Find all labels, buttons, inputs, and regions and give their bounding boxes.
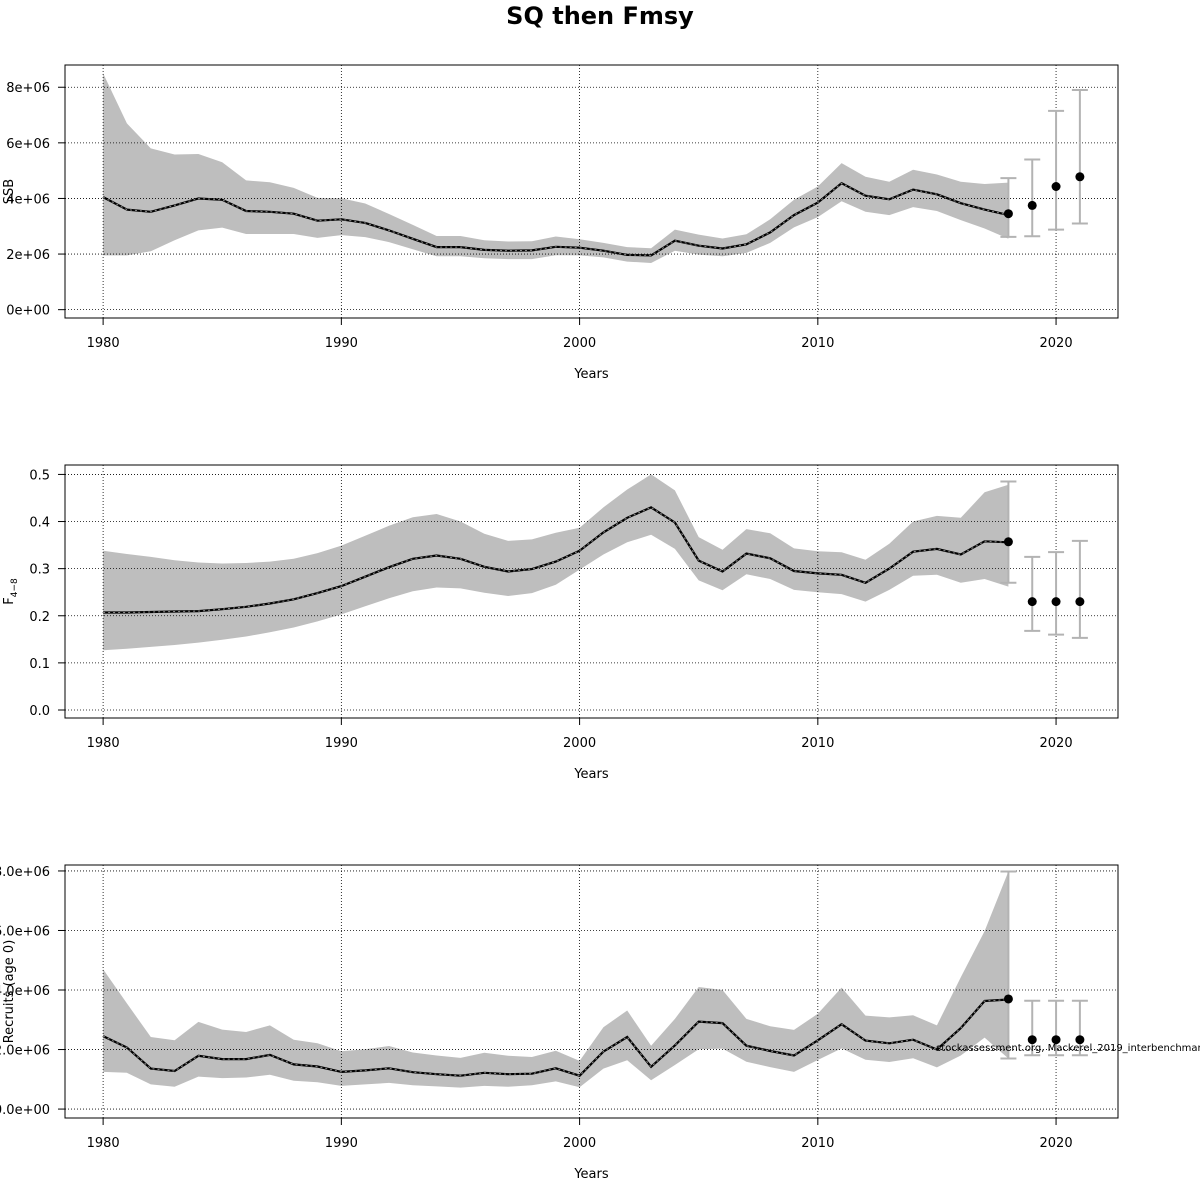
ssb-forecast-point — [1051, 181, 1061, 191]
ssb-y-tick-label: 0e+00 — [6, 304, 50, 319]
fbar-y-tick-label: 0.5 — [29, 468, 50, 483]
fbar-y-axis-label: F4−8 — [2, 578, 20, 605]
recruits-plot-frame — [64, 864, 1119, 1119]
figure-title: SQ then Fmsy — [506, 2, 694, 30]
ssb-x-axis-label: Years — [573, 367, 609, 382]
recruits-x-tick-label: 1980 — [87, 1136, 120, 1151]
recruits-x-tick-label: 2010 — [801, 1136, 834, 1151]
ssb-x-tick-label: 2020 — [1040, 336, 1073, 351]
recruits-estimate-dashes — [102, 999, 1009, 1077]
fbar-y-tick-label: 0.0 — [29, 704, 50, 719]
ssb-plot-frame — [64, 64, 1119, 319]
fbar-x-tick-label: 1980 — [87, 736, 120, 751]
ssb-y-tick-label: 6e+06 — [6, 137, 50, 152]
recruits-x-tick-label: 1990 — [325, 1136, 358, 1151]
recruits-x-tick-label: 2020 — [1040, 1136, 1073, 1151]
fbar-x-axis-label: Years — [573, 767, 609, 782]
fbar-forecast-point — [1051, 597, 1061, 607]
ssb-confidence-band — [103, 73, 1009, 263]
recruits-y-tick-label: 4.0e+06 — [0, 984, 50, 999]
recruits-y-axis-label: Recruits (age 0) — [2, 940, 17, 1044]
ssb-y-tick-label: 4e+06 — [6, 192, 50, 207]
ssb-x-tick-label: 1980 — [87, 336, 120, 351]
fbar-estimate-dashes — [103, 506, 1009, 613]
recruits-x-axis-label: Years — [573, 1167, 609, 1182]
recruits-y-tick-label: 2.0e+06 — [0, 1044, 50, 1059]
fbar-forecast-point — [1075, 597, 1085, 607]
ssb-forecast-point — [1003, 209, 1013, 219]
recruits-forecast-point — [1003, 994, 1013, 1004]
ssb-y-tick-label: 8e+06 — [6, 81, 50, 96]
fbar-x-tick-label: 1990 — [325, 736, 358, 751]
recruits-panel: 1980 1990 2000 2010 2020 0.0e+00 2.0e+06 4.0e+0… — [0, 864, 1119, 1182]
ssb-x-tick-label: 2010 — [801, 336, 834, 351]
fbar-forecast-point — [1027, 597, 1037, 607]
recruits-y-tick-label: 0.0e+00 — [0, 1103, 50, 1118]
recruits-y-tick-label: 6.0e+06 — [0, 924, 50, 939]
fbar-y-axis-label-subscript: 4−8 — [10, 578, 20, 597]
ssb-panel: 1980 1990 2000 2010 2020 0e+00 2e+06 4e+06 6e+06… — [2, 64, 1119, 382]
ssb-forecast-point — [1075, 172, 1085, 182]
recruits-forecast-point — [1075, 1035, 1085, 1045]
ssb-estimate-dashes — [102, 182, 1009, 256]
fbar-x-tick-label: 2020 — [1040, 736, 1073, 751]
recruits-x-tick-label: 2000 — [563, 1136, 596, 1151]
recruits-forecast-point — [1027, 1035, 1037, 1045]
fbar-panel: 1980 1990 2000 2010 2020 0.0 0.1 0.2 0.3 0.4 0.5 Ye… — [2, 464, 1119, 782]
recruits-y-tick-label: 8.0e+06 — [0, 865, 50, 880]
recruits-confidence-band — [103, 871, 1009, 1088]
fbar-plot-frame — [64, 464, 1119, 719]
fbar-x-tick-label: 2010 — [801, 736, 834, 751]
ssb-forecast-point — [1027, 200, 1037, 210]
ssb-y-axis-label: SSB — [2, 179, 17, 204]
fbar-y-tick-label: 0.4 — [29, 516, 50, 531]
watermark-text: stockassessment.org, Mackerel_2019_inter… — [936, 1043, 1200, 1054]
fbar-y-tick-label: 0.3 — [29, 563, 50, 578]
fbar-x-tick-label: 2000 — [563, 736, 596, 751]
fbar-forecast-point — [1003, 537, 1013, 547]
fbar-y-tick-label: 0.2 — [29, 610, 50, 625]
fbar-y-tick-label: 0.1 — [29, 657, 50, 672]
ssb-y-tick-label: 2e+06 — [6, 248, 50, 263]
ssb-x-tick-label: 2000 — [563, 336, 596, 351]
recruits-forecast-point — [1051, 1035, 1061, 1045]
ssb-x-tick-label: 1990 — [325, 336, 358, 351]
